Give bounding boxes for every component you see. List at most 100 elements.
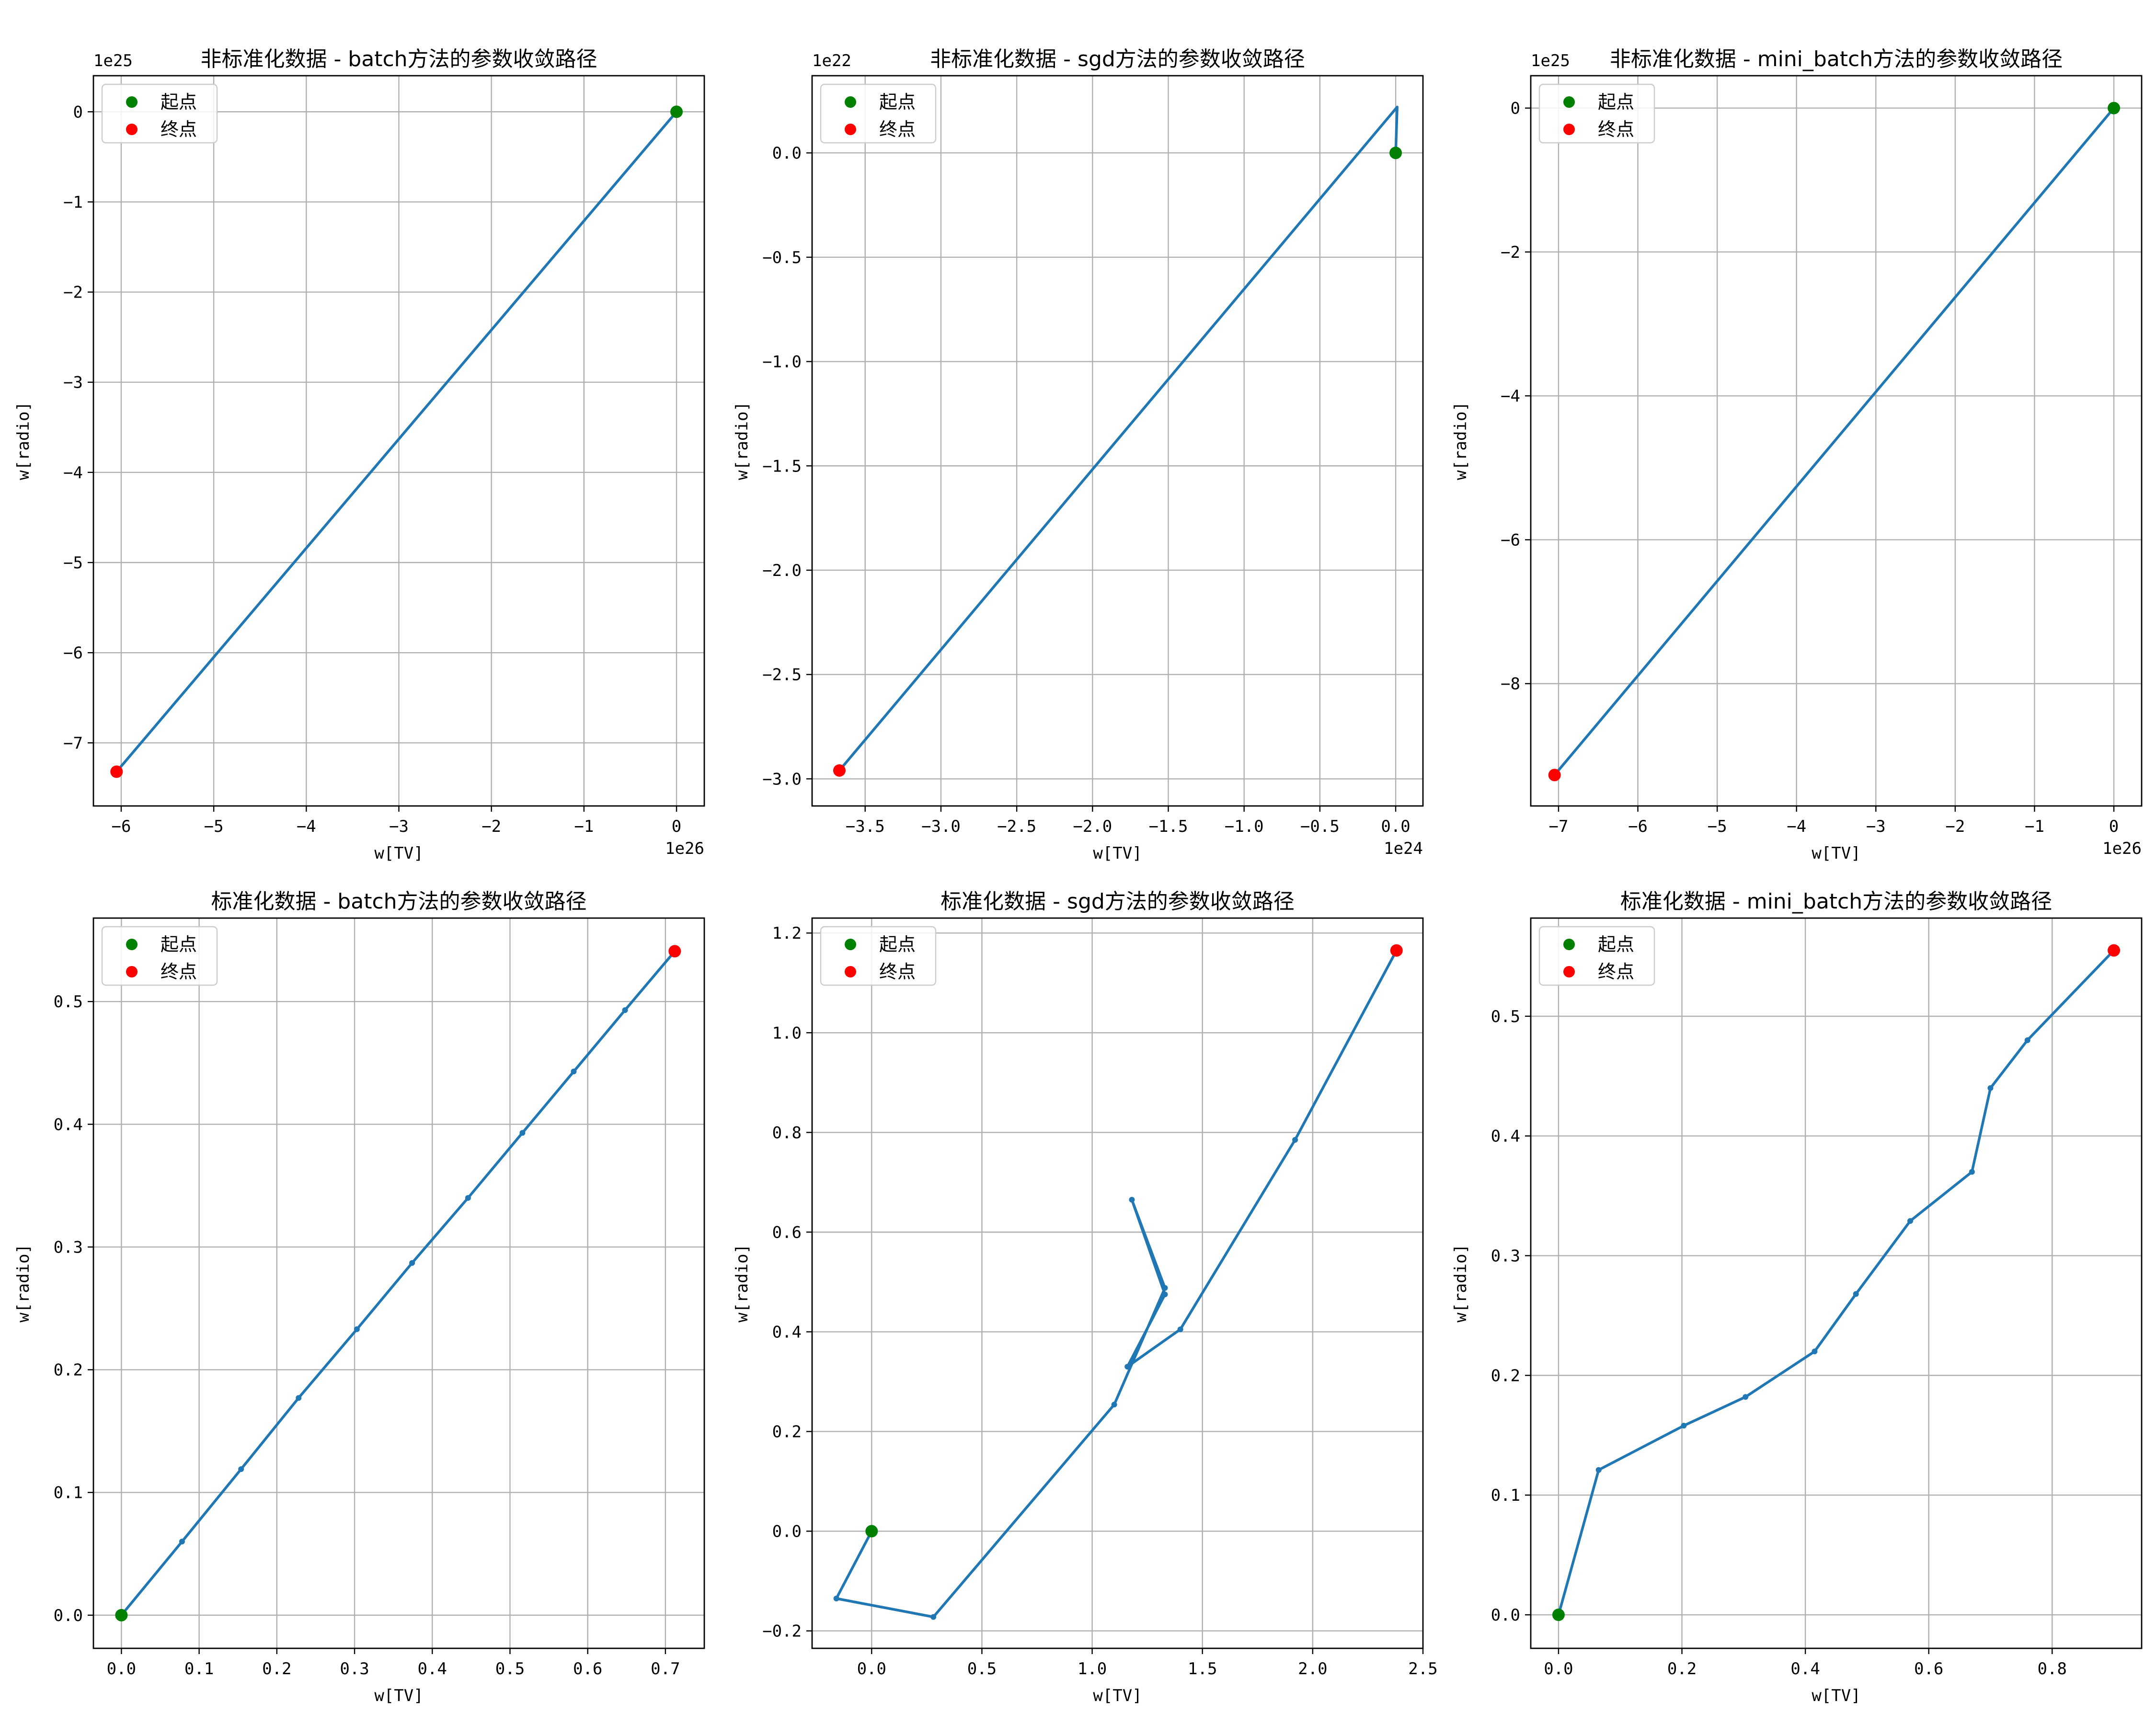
chart3.path-point-1	[179, 1539, 185, 1545]
chart4.x-axis-label: w[TV]	[1093, 1686, 1142, 1705]
chart1.path-line	[838, 105, 1399, 771]
chart2.x-tick-label-0: −7	[1548, 817, 1568, 836]
chart0.x-tick-label-6: 0	[672, 817, 681, 836]
chart0.y-tick-label-1: −6	[63, 644, 83, 663]
chart4.path-point-4	[1162, 1285, 1168, 1291]
chart0.x-tick-label-0: −6	[111, 817, 131, 836]
chart4.y-tick-label-3: 0.4	[772, 1322, 802, 1342]
chart5.path-point-5	[1853, 1291, 1859, 1297]
chart3.legend-end-marker	[126, 966, 138, 978]
chart3.y-tick-label-2: 0.2	[54, 1361, 83, 1380]
chart5.x-tick-label-3: 0.6	[1914, 1659, 1943, 1679]
chart3.y-tick-label-3: 0.3	[54, 1238, 83, 1257]
chart0.x-tick-label-3: −3	[389, 817, 409, 836]
chart5.x-tick-label-0: 0.0	[1544, 1659, 1573, 1679]
chart2.end-point	[1548, 769, 1561, 782]
chart2.legend-start-marker	[1563, 96, 1575, 108]
chart4.path-point-7	[1124, 1364, 1131, 1370]
chart2.x-tick-label-3: −4	[1787, 817, 1806, 836]
chart2.x-axis-label: w[TV]	[1812, 844, 1860, 863]
chart2.x-tick-label-7: 0	[2109, 817, 2119, 836]
chart5.path-point-8	[1987, 1085, 1994, 1091]
chart0.x-tick-label-1: −5	[204, 817, 224, 836]
chart5.legend-start-label: 起点	[1598, 934, 1634, 955]
chart3.y-axis-label: w[radio]	[14, 1244, 33, 1322]
chart0.y-tick-label-7: 0	[73, 103, 83, 122]
chart3.y-tick-label-4: 0.4	[54, 1115, 83, 1134]
chart5.end-point	[2108, 944, 2121, 957]
chart3.x-tick-label-0: 0.0	[107, 1659, 136, 1679]
chart4.path-point-8	[1177, 1326, 1183, 1333]
chart5.x-tick-label-4: 0.8	[2038, 1659, 2067, 1679]
chart3.path-point-6	[465, 1195, 471, 1201]
chart4.x-tick-label-3: 1.5	[1188, 1659, 1217, 1679]
chart-panel-4: 0.0 0.5 1.0 1.5 2.0 2.5 −0.2 0.0 0.2 0.4 0.6 0.8 1.0…	[733, 889, 1438, 1705]
chart5.path-point-3	[1743, 1394, 1749, 1400]
chart5.path-point-9	[2024, 1037, 2030, 1043]
chart4.y-axis-label: w[radio]	[733, 1244, 752, 1322]
chart1.legend-end-marker	[845, 124, 856, 135]
chart5.path-point-2	[1681, 1423, 1687, 1429]
chart3.x-tick-label-4: 0.4	[418, 1659, 447, 1679]
chart2.y-tick-label-2: −4	[1501, 387, 1520, 406]
chart1.legend-box	[820, 83, 937, 144]
chart2.x-tick-label-4: −3	[1866, 817, 1886, 836]
chart5.x-axis-label: w[TV]	[1812, 1686, 1860, 1705]
chart2.x-tick-label-5: −2	[1945, 817, 1965, 836]
chart4.y-tick-label-2: 0.2	[772, 1422, 802, 1441]
chart1.y-tick-label-0: −3.0	[762, 770, 802, 789]
chart0.y-tick-label-0: −7	[63, 734, 83, 753]
chart4.y-tick-label-1: 0.0	[772, 1522, 802, 1541]
chart3.legend-end-label: 终点	[161, 961, 197, 982]
chart2.start-point	[2108, 102, 2121, 115]
chart0.x-offset-text: 1e26	[665, 839, 704, 858]
chart0.y-tick-label-2: −5	[63, 553, 83, 573]
chart4.path-point-3	[1111, 1402, 1117, 1408]
chart5.y-tick-label-2: 0.2	[1491, 1366, 1520, 1385]
chart1.y-offset-text: 1e22	[812, 51, 851, 70]
chart4.path-point-5	[1129, 1196, 1135, 1203]
chart5.axes-frame	[1530, 917, 2143, 1649]
chart3.path-point-9	[622, 1007, 628, 1013]
chart0.y-tick-label-3: −4	[63, 463, 83, 483]
chart3.y-tick-label-1: 0.1	[54, 1484, 83, 1503]
chart4.y-tick-label-7: 1.2	[772, 924, 802, 943]
chart1.x-axis-label: w[TV]	[1093, 844, 1142, 863]
chart4.y-tick-label-0: −0.2	[762, 1622, 802, 1641]
chart0.end-point	[110, 765, 123, 778]
chart2.x-tick-label-2: −5	[1708, 817, 1727, 836]
chart0.x-axis-label: w[TV]	[374, 844, 423, 863]
chart5.path-point-4	[1812, 1348, 1818, 1355]
chart5.path-point-6	[1907, 1218, 1914, 1224]
chart4.legend-start-marker	[845, 939, 856, 950]
chart1.y-tick-label-5: −0.5	[762, 248, 802, 267]
chart1.y-tick-label-6: 0.0	[772, 144, 802, 163]
chart3.path-point-7	[519, 1130, 526, 1136]
chart1.x-tick-label-5: −1.0	[1225, 817, 1264, 836]
chart4.x-tick-label-1: 0.5	[967, 1659, 997, 1679]
chart4.legend-box	[820, 926, 937, 986]
chart3.path-line	[120, 950, 676, 1616]
chart1.start-point	[1389, 147, 1402, 160]
chart0.legend-end-label: 终点	[161, 119, 197, 140]
chart4.chart-title: 标准化数据 - sgd方法的参数收敛路径	[940, 889, 1295, 914]
chart2.axes-frame	[1530, 75, 2143, 807]
chart3.axes-frame	[92, 917, 705, 1649]
chart4.y-tick-label-6: 1.0	[772, 1024, 802, 1043]
chart4.path-point-1	[833, 1595, 839, 1601]
chart-panel-2: −7 −6 −5 −4 −3 −2 −1 0 −8 −6 −4 −2 0 w[TV] w[radio] 1e2…	[1451, 47, 2143, 863]
chart2.chart-title: 非标准化数据 - mini_batch方法的参数收敛路径	[1610, 47, 2063, 71]
chart1.y-tick-label-4: −1.0	[762, 353, 802, 372]
chart3.path-point-2	[238, 1466, 244, 1472]
chart5.chart-title: 标准化数据 - mini_batch方法的参数收敛路径	[1620, 889, 2052, 914]
chart2.x-tick-label-6: −1	[2025, 817, 2044, 836]
chart4.x-tick-label-0: 0.0	[857, 1659, 886, 1679]
chart0.legend-end-marker	[126, 124, 138, 135]
chart5.legend-start-marker	[1563, 939, 1575, 950]
chart3.x-tick-label-2: 0.2	[262, 1659, 291, 1679]
chart4.x-tick-label-5: 2.5	[1408, 1659, 1437, 1679]
